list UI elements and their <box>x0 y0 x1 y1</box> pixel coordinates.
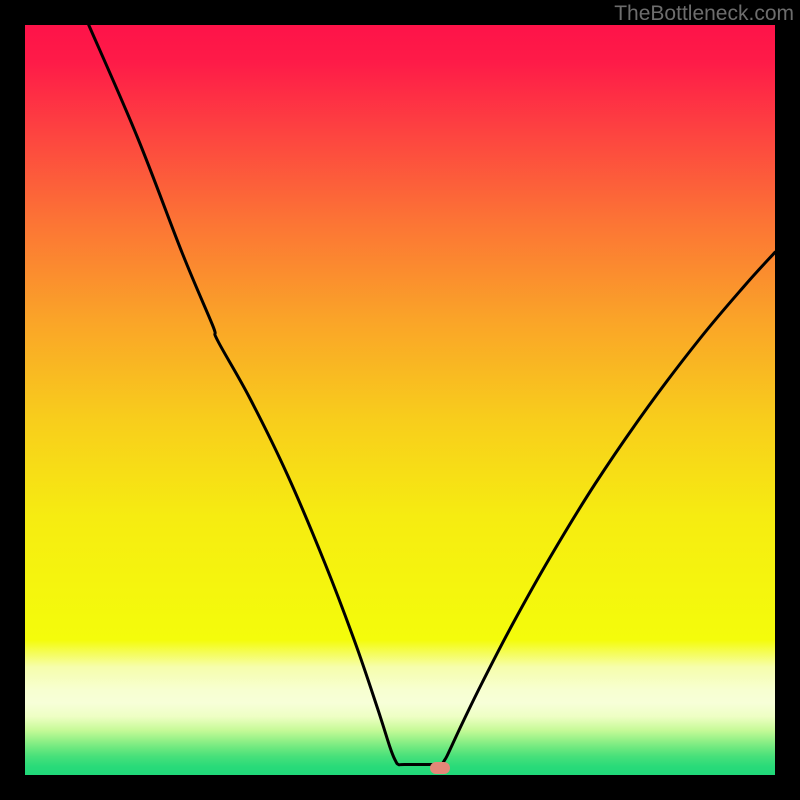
watermark-text: TheBottleneck.com <box>614 2 794 26</box>
figure-root: TheBottleneck.com <box>0 0 800 800</box>
bottleneck-curve <box>25 25 775 775</box>
optimum-marker <box>430 762 450 774</box>
curve-path <box>89 25 775 765</box>
